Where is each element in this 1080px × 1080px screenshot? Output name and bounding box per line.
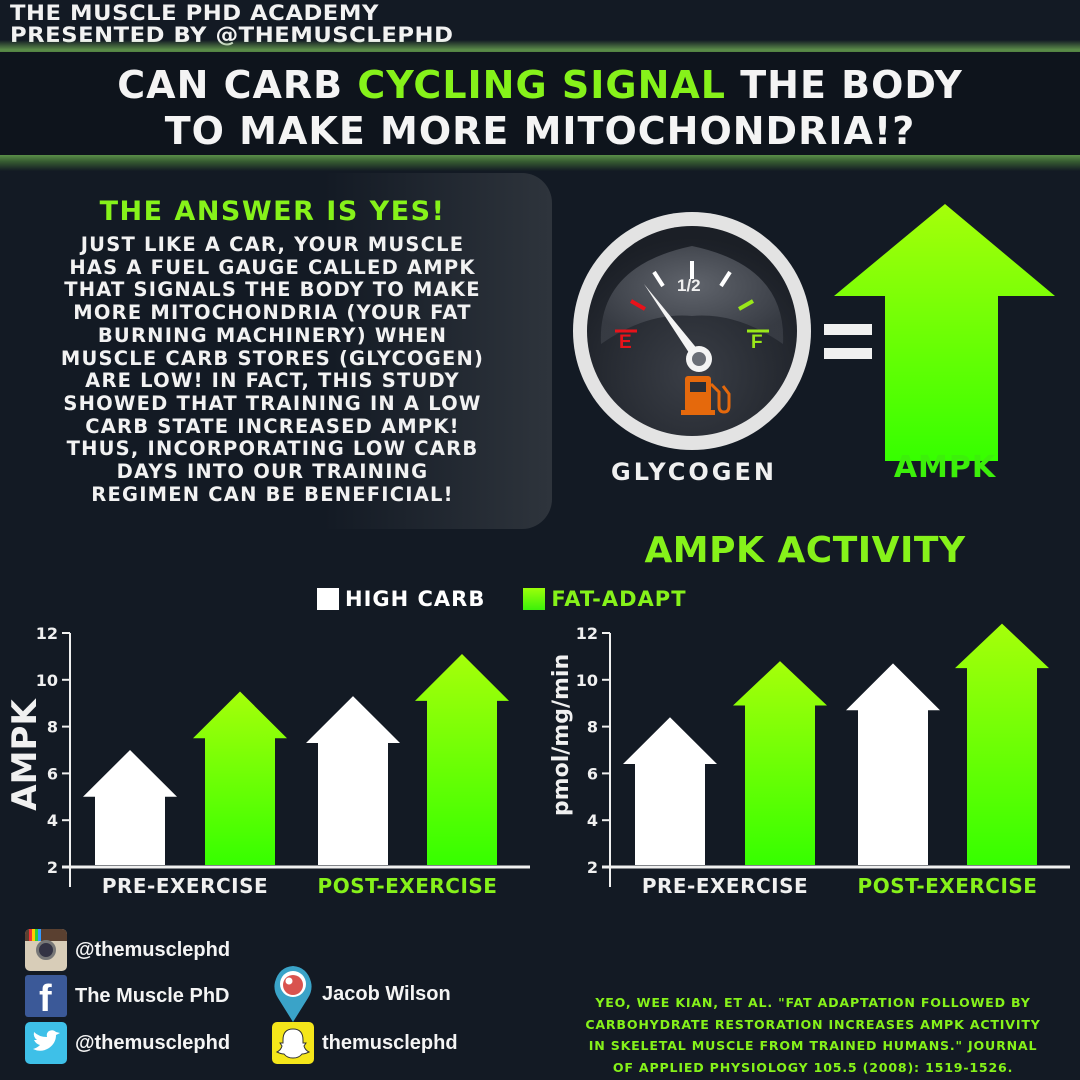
svg-text:2: 2 [587, 858, 598, 877]
svg-text:2: 2 [47, 858, 58, 877]
svg-text:4: 4 [47, 811, 58, 830]
periscope-link[interactable]: Jacob Wilson [272, 964, 451, 1024]
instagram-icon [25, 929, 67, 971]
facebook-link[interactable]: f The Muscle PhD [25, 975, 229, 1020]
chart-legend: HIGH CARB FAT-ADAPT [317, 586, 725, 612]
snapchat-link[interactable]: themusclephd [272, 1022, 458, 1064]
ampk-label: AMPK [893, 450, 997, 485]
gauge-empty-label: E [619, 332, 632, 353]
legend-swatch-fat-adapt [523, 588, 546, 610]
legend-label-fat-adapt: FAT-ADAPT [551, 587, 687, 611]
answer-title: THE ANSWER IS YES! [99, 196, 446, 227]
legend-swatch-high-carb [317, 588, 339, 610]
twitter-link[interactable]: @themusclephd [25, 1022, 230, 1064]
chart-title: AMPK ACTIVITY [644, 530, 966, 571]
gauge-full-label: F [751, 332, 763, 353]
fuel-gauge-icon: 1/2 E F [573, 212, 811, 450]
answer-body: JUST LIKE A CAR, YOUR MUSCLE HAS A FUEL … [60, 233, 485, 506]
up-arrow-icon [834, 204, 1056, 470]
fuel-pump-icon [681, 376, 731, 415]
ampk-chart-right: 2 4 6 8 10 12 pmol/mg/min PRE-EXERCISE POST-EXER… [540, 615, 1080, 905]
svg-text:POST-EXERCISE: POST-EXERCISE [318, 874, 498, 898]
svg-text:AMPK: AMPK [5, 698, 45, 811]
header-divider [0, 40, 1080, 54]
svg-text:PRE-EXERCISE: PRE-EXERCISE [642, 874, 808, 898]
glycogen-label: GLYCOGEN [611, 458, 777, 486]
citation: YEO, WEE KIAN, ET AL. "FAT ADAPTATION FO… [585, 995, 1041, 1075]
arrow-bar-high-carb [83, 750, 177, 865]
svg-text:12: 12 [36, 624, 58, 643]
svg-text:8: 8 [587, 718, 598, 737]
svg-text:8: 8 [47, 718, 58, 737]
svg-text:10: 10 [36, 671, 58, 690]
arrow-bar-fat-adapt [193, 691, 287, 865]
twitter-bird-icon [25, 1022, 67, 1064]
facebook-icon: f [25, 975, 67, 1020]
arrow-bar-high-carb [846, 663, 940, 865]
headline-divider [0, 155, 1080, 171]
svg-text:6: 6 [587, 764, 598, 783]
answer-card [0, 173, 552, 529]
svg-text:10: 10 [576, 671, 598, 690]
arrow-bar-fat-adapt [955, 623, 1049, 865]
svg-text:6: 6 [47, 764, 58, 783]
snapchat-ghost-icon [272, 1022, 314, 1064]
headline-highlight: CYCLING SIGNAL [357, 63, 727, 107]
periscope-icon [272, 964, 314, 1024]
academy-title: THE MUSCLE PHD ACADEMY [10, 1, 379, 25]
ampk-chart-left: 2 4 6 8 10 12 AMPK PRE-EXERCISE POST-EXERCISE [0, 615, 540, 905]
arrow-bar-fat-adapt [415, 654, 509, 865]
legend-label-high-carb: HIGH CARB [345, 587, 486, 611]
instagram-link[interactable]: @themusclephd [25, 929, 230, 971]
svg-text:pmol/mg/min: pmol/mg/min [549, 654, 574, 816]
svg-text:POST-EXERCISE: POST-EXERCISE [858, 874, 1038, 898]
headline-band [0, 52, 1080, 155]
svg-text:12: 12 [576, 624, 598, 643]
arrow-bar-fat-adapt [733, 661, 827, 865]
arrow-bar-high-carb [623, 717, 717, 865]
gauge-half-label: 1/2 [677, 276, 701, 295]
svg-text:PRE-EXERCISE: PRE-EXERCISE [102, 874, 268, 898]
equals-icon [824, 324, 872, 372]
svg-text:4: 4 [587, 811, 598, 830]
page-title: CAN CARB CYCLING SIGNAL THE BODY TO MAKE… [117, 63, 963, 153]
arrow-bar-high-carb [306, 696, 400, 865]
